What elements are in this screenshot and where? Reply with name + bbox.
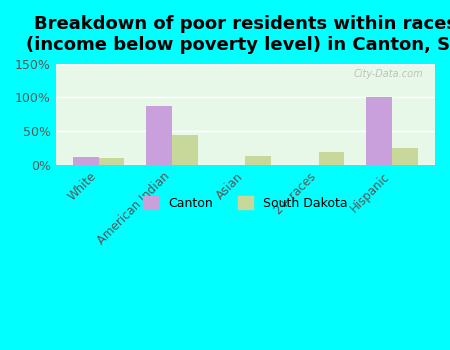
Bar	[73, 157, 99, 165]
Bar	[319, 152, 344, 165]
Bar	[172, 135, 198, 165]
Bar	[99, 158, 124, 165]
Bar	[245, 156, 271, 165]
Text: City-Data.com: City-Data.com	[354, 69, 423, 79]
Title: Breakdown of poor residents within races
(income below poverty level) in Canton,: Breakdown of poor residents within races…	[26, 15, 450, 54]
Legend: Canton, South Dakota: Canton, South Dakota	[138, 191, 352, 215]
Bar	[392, 148, 418, 165]
Bar	[146, 106, 172, 165]
Bar	[366, 97, 392, 165]
